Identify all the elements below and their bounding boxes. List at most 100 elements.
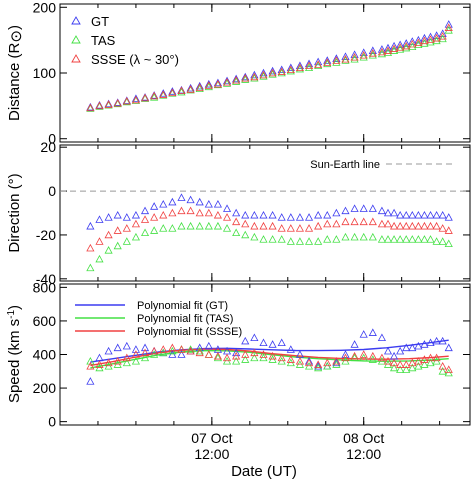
- direction-tas-point: [195, 221, 204, 230]
- distance-ssse-point: [408, 39, 417, 48]
- distance-gt-point: [432, 31, 441, 39]
- distance-gt-point: [259, 68, 268, 77]
- distance-ssse-point: [396, 43, 405, 51]
- speed-gt-point: [140, 343, 150, 352]
- speed-gt-point: [304, 356, 314, 365]
- direction-tas-point: [390, 235, 399, 243]
- speed-ssse-point: [86, 362, 95, 370]
- distance-gt-point: [396, 40, 405, 49]
- speed-ssse-point: [396, 360, 405, 368]
- distance-ssse-point: [332, 56, 341, 64]
- direction-gt-point: [86, 221, 95, 230]
- direction-ssse-point: [368, 217, 377, 226]
- distance-tas-point: [259, 72, 268, 80]
- direction-y-axis-label: Direction (°): [6, 173, 23, 252]
- direction-ssse-point: [259, 221, 268, 230]
- direction-ssse-point: [432, 221, 441, 230]
- speed-tas-point: [86, 356, 95, 365]
- speed-ssse-point: [383, 356, 393, 365]
- distance-tas-point: [332, 58, 341, 66]
- sun-earth-line-label: Sun-Earth line: [310, 159, 380, 171]
- speed-ssse-point: [104, 358, 113, 367]
- speed-ssse-point: [295, 356, 304, 365]
- speed-gt-point: [350, 340, 359, 348]
- direction-gt-point: [150, 202, 159, 210]
- direction-tas-point: [438, 237, 447, 245]
- direction-tas-point: [323, 235, 332, 243]
- distance-ssse-point: [286, 65, 295, 74]
- distance-ssse-point: [186, 85, 195, 93]
- speed-gt-point: [259, 338, 268, 347]
- distance-gt-point: [186, 83, 195, 92]
- distance-ssse-point: [359, 51, 368, 59]
- speed-tas-point: [438, 367, 447, 375]
- direction-tas-point: [241, 230, 250, 239]
- speed-gt-point: [414, 341, 423, 350]
- speed-ssse-point: [186, 346, 195, 355]
- direction-gt-point: [168, 197, 177, 206]
- direction-gt-point: [222, 204, 232, 212]
- distance-tas-point: [241, 75, 250, 83]
- sun-symbol: ⊙: [8, 30, 25, 43]
- direction-gt-point: [122, 213, 131, 221]
- direction-gt-point: [377, 206, 386, 215]
- speed-ssse-point: [277, 353, 286, 362]
- speed-ssse-point: [250, 348, 259, 357]
- direction-gt-point: [177, 193, 186, 201]
- speed-ssse-point: [159, 345, 168, 353]
- distance-ssse-point: [195, 83, 204, 91]
- speed-tas-point: [140, 353, 150, 362]
- distance-ssse-point: [204, 81, 213, 89]
- speed-ssse-point: [259, 350, 268, 358]
- distance-gt-point: [277, 65, 286, 74]
- distance-tas-point: [383, 48, 393, 56]
- direction-gt-point: [241, 210, 250, 219]
- direction-gt-point: [295, 213, 304, 221]
- distance-gt-point: [250, 70, 259, 79]
- distance-ssse-point: [150, 91, 159, 100]
- direction-ssse-point: [113, 226, 122, 234]
- speed-y-tick-label: 0: [48, 414, 56, 430]
- direction-tas-point: [314, 237, 323, 245]
- direction-gt-point: [350, 204, 359, 212]
- speed-ssse-point: [232, 351, 241, 360]
- direction-gt-point: [104, 213, 113, 221]
- speed-ssse-point: [402, 360, 411, 368]
- distance-gt-point: [408, 37, 417, 45]
- distance-gt-point: [414, 35, 423, 44]
- direction-ssse-point: [350, 217, 359, 226]
- direction-tas-point: [86, 263, 95, 272]
- direction-gt-point: [420, 210, 429, 219]
- direction-tas-point: [150, 226, 159, 234]
- data-points: [86, 20, 453, 385]
- speed-gt-point: [177, 350, 186, 358]
- distance-ssse-point: [304, 61, 314, 70]
- direction-gt-point: [232, 208, 241, 217]
- speed-ssse-point: [377, 353, 386, 362]
- distance-ssse-point: [390, 44, 399, 52]
- distance-tas-point: [177, 87, 186, 96]
- speed-ssse-point: [438, 362, 447, 370]
- direction-ssse-point: [131, 219, 140, 228]
- direction-tas-point: [104, 246, 113, 254]
- direction-ssse-point: [250, 221, 259, 230]
- distance-gt-point: [426, 32, 435, 41]
- speed-ssse-point: [213, 351, 222, 360]
- speed-gt-point: [383, 346, 393, 355]
- legend-tas-label: TAS: [91, 33, 116, 48]
- direction-tas-point: [359, 232, 368, 241]
- direction-ssse-point: [420, 221, 429, 230]
- distance-gt-point: [195, 81, 204, 90]
- speed-ssse-point: [95, 360, 104, 368]
- legend-fit-tas-label: Polynomial fit (TAS): [137, 313, 233, 325]
- distance-ssse-point: [131, 95, 140, 104]
- direction-gt-point: [323, 210, 332, 219]
- distance-gt-point: [241, 72, 250, 81]
- speed-gt-point: [131, 345, 140, 353]
- speed-gt-point: [332, 358, 341, 367]
- speed-tas-point: [195, 346, 204, 355]
- direction-gt-point: [414, 210, 423, 219]
- direction-tas-point: [277, 235, 286, 243]
- direction-tas-point: [383, 235, 393, 243]
